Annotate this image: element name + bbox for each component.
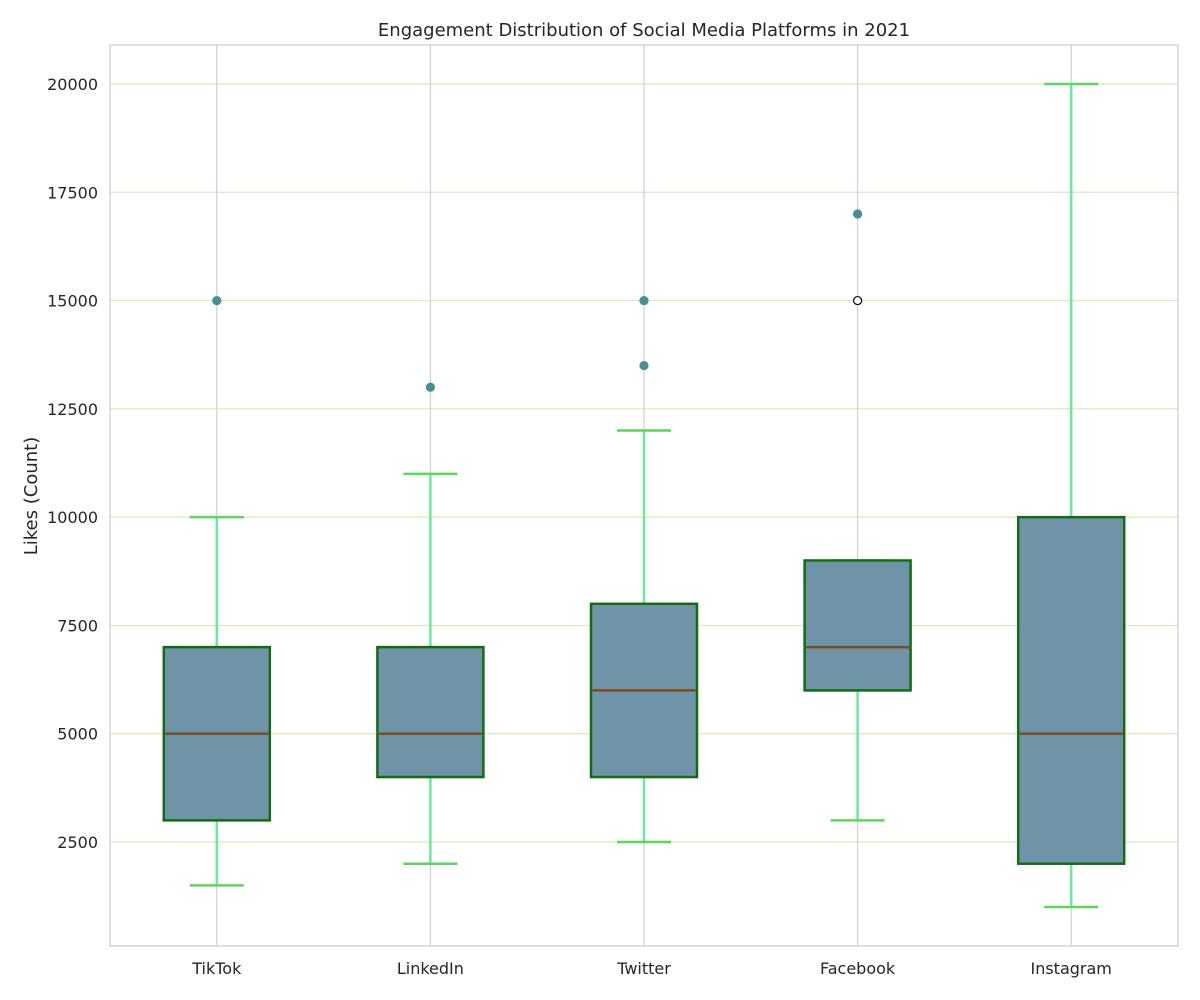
box-tiktok <box>162 295 272 887</box>
box-body <box>803 559 912 692</box>
outlier-point <box>852 209 863 219</box>
box-facebook <box>803 209 912 822</box>
chart-title: Engagement Distribution of Social Media … <box>378 20 910 41</box>
y-axis-label: Likes (Count) <box>21 437 42 556</box>
x-tick-label: Instagram <box>1030 959 1111 978</box>
y-tick-label: 7500 <box>57 616 98 635</box>
outlier-point <box>639 295 649 306</box>
tick-labels: 2500 5000 7500 10000 12500 15000 17500 20000 Tik… <box>47 75 1112 978</box>
y-tick-label: 12500 <box>47 400 98 419</box>
y-tick-label: 2500 <box>57 833 98 852</box>
outlier-point <box>425 382 435 392</box>
x-tick-label: Twitter <box>616 959 671 978</box>
outlier-point <box>852 295 863 306</box>
x-tick-label: TikTok <box>191 959 242 978</box>
x-tick-label: Facebook <box>820 959 896 978</box>
boxes <box>162 82 1126 909</box>
box-linkedin <box>376 382 485 865</box>
box-body <box>376 645 485 779</box>
y-tick-label: 20000 <box>47 75 98 94</box>
plot-frame <box>109 44 1179 947</box>
y-tick-label: 17500 <box>47 183 98 202</box>
box-twitter <box>589 295 699 844</box>
box-body <box>1016 515 1126 865</box>
outlier-point <box>639 360 649 371</box>
y-tick-label: 5000 <box>57 725 98 744</box>
outlier-point <box>212 295 222 306</box>
x-tick-label: LinkedIn <box>397 959 464 978</box>
box-instagram <box>1016 82 1126 909</box>
y-tick-label: 15000 <box>47 292 98 311</box>
y-tick-label: 10000 <box>47 508 98 527</box>
